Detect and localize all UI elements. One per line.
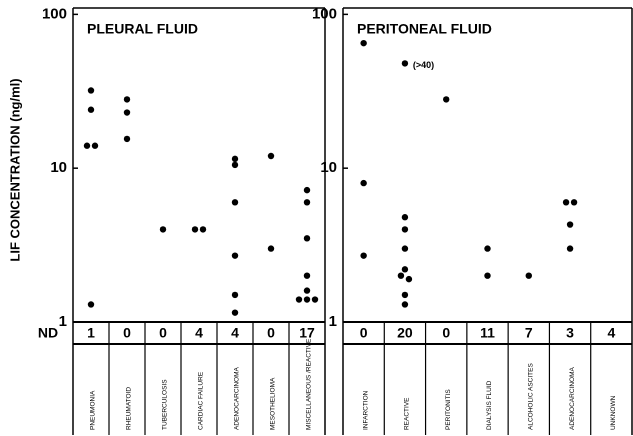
y-tick-label: 10: [320, 159, 337, 176]
category-label: REACTIVE: [404, 397, 411, 430]
nd-count: 1: [87, 325, 95, 341]
data-point: [191, 226, 199, 233]
data-point: [405, 275, 413, 283]
y-tick-label: 1: [59, 313, 67, 330]
category-label: ALCOHOLIC ASCITES: [528, 363, 535, 430]
data-point: [401, 60, 409, 67]
data-point: [401, 266, 409, 273]
data-point: [566, 245, 574, 252]
data-point: [123, 135, 131, 143]
panel-title: PLEURAL FLUID: [87, 21, 198, 37]
data-point: [484, 272, 491, 279]
data-point: [87, 87, 95, 94]
nd-count: 4: [607, 325, 615, 341]
data-point: [231, 199, 239, 206]
data-point: [231, 309, 239, 316]
data-point: [303, 272, 311, 279]
y-tick-label: 100: [42, 5, 67, 22]
data-point: [443, 96, 450, 103]
data-point: [401, 245, 409, 252]
data-point: [562, 199, 570, 206]
data-point: [401, 226, 409, 233]
data-point: [231, 155, 239, 163]
category-label: MESOTHELIOMA: [270, 377, 277, 430]
data-point: [401, 214, 409, 221]
category-label: PNEUMONIA: [90, 390, 97, 430]
category-label: DIALYSIS FLUID: [486, 380, 493, 430]
data-point: [303, 287, 311, 294]
data-point: [360, 252, 367, 259]
data-point: [231, 161, 239, 169]
category-label: PERITONITIS: [445, 389, 452, 430]
data-point: [360, 39, 367, 47]
nd-count: 0: [159, 325, 167, 341]
data-point: [525, 272, 532, 279]
data-point: [303, 199, 311, 206]
y-tick-label: 10: [50, 159, 67, 176]
data-point: [87, 106, 95, 113]
data-point: [267, 152, 275, 160]
data-point: [303, 186, 311, 194]
category-label: ADENOCARCINOMA: [569, 366, 576, 430]
category-label: TUBERCULOSIS: [162, 379, 169, 430]
data-point: [231, 252, 239, 259]
annotation: (>40): [413, 60, 434, 70]
data-point: [484, 245, 491, 252]
nd-count: 0: [442, 325, 450, 341]
data-point: [87, 301, 95, 308]
data-point: [295, 296, 303, 303]
data-point: [397, 272, 405, 279]
nd-count: 4: [195, 325, 203, 341]
data-point: [199, 226, 207, 233]
nd-label: ND: [38, 325, 58, 341]
category-label: INFARCTION: [362, 390, 369, 430]
data-point: [401, 301, 409, 308]
data-point: [303, 235, 311, 242]
data-point: [231, 291, 239, 299]
nd-count: 11: [480, 325, 495, 341]
y-tick-label: 100: [312, 5, 337, 22]
nd-count: 0: [267, 325, 275, 341]
nd-count: 0: [123, 325, 131, 341]
category-label: RHEUMATOID: [126, 387, 133, 430]
data-point: [311, 296, 319, 303]
category-label: ADENOCARCINOMA: [234, 366, 241, 430]
panel-title: PERITONEAL FLUID: [357, 21, 492, 37]
nd-count: 17: [299, 325, 315, 341]
data-point: [267, 245, 275, 252]
data-point: [159, 226, 167, 233]
category-label: CARDIAC FAILURE: [198, 371, 205, 430]
data-point: [83, 142, 91, 149]
nd-count: 4: [231, 325, 239, 341]
category-label: MISCELLANEOUS /REACTIVE: [306, 338, 313, 430]
nd-count: 3: [566, 325, 574, 341]
data-point: [123, 109, 131, 116]
data-point: [303, 296, 311, 303]
data-point: [123, 96, 131, 103]
nd-count: 0: [360, 325, 368, 341]
y-axis-label: LIF CONCENTRATION (ng/ml): [7, 78, 22, 261]
nd-count: 7: [525, 325, 533, 341]
y-tick-label: 1: [329, 313, 337, 330]
data-point: [401, 291, 409, 299]
data-point: [91, 142, 99, 149]
category-label: UNKNOWN: [610, 395, 617, 430]
nd-count: 20: [397, 325, 413, 341]
data-point: [570, 199, 578, 206]
data-point: [566, 221, 574, 228]
data-point: [360, 179, 367, 187]
